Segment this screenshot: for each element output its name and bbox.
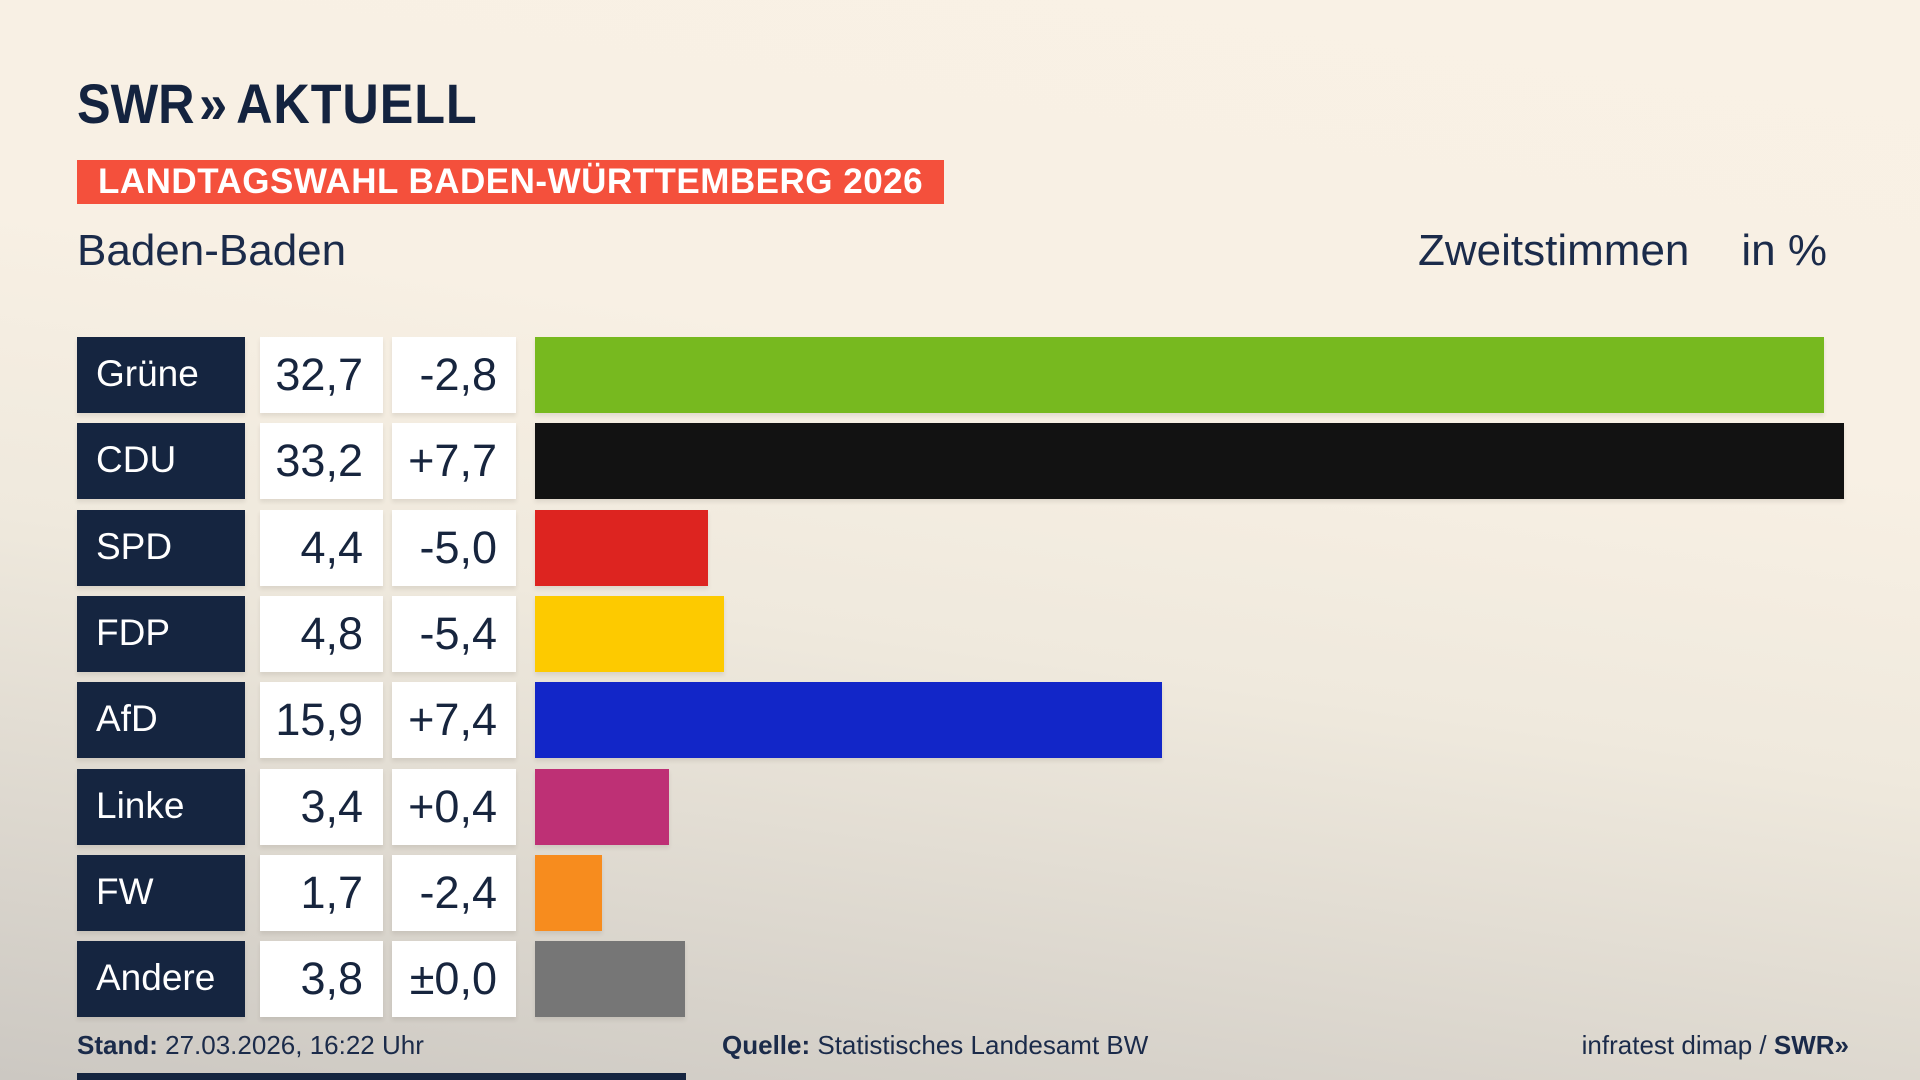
source-credit: Quelle: Statistisches Landesamt BW: [722, 1030, 1148, 1061]
quelle-label: Quelle:: [722, 1030, 811, 1060]
value-box: 4,8: [260, 596, 383, 672]
measure-title: Zweitstimmen in %: [1418, 226, 1827, 276]
value-box: 1,7: [260, 855, 383, 931]
result-bar: [535, 423, 1844, 499]
party-label: SPD: [77, 510, 245, 586]
change-box: +7,4: [392, 682, 516, 758]
logo-chevrons-icon: »: [199, 72, 227, 135]
swr-aktuell-logo: SWR» AKTUELL: [77, 76, 478, 132]
change-box: -5,4: [392, 596, 516, 672]
logo-swr-text: SWR: [77, 72, 195, 135]
bottom-edge-strip: [77, 1073, 686, 1080]
value-box: 3,4: [260, 769, 383, 845]
unit-label: in %: [1741, 226, 1827, 275]
change-box: -2,4: [392, 855, 516, 931]
change-box: -2,8: [392, 337, 516, 413]
stand-label: Stand:: [77, 1030, 158, 1060]
party-label: AfD: [77, 682, 245, 758]
party-label: Linke: [77, 769, 245, 845]
result-bar: [535, 769, 669, 845]
change-box: -5,0: [392, 510, 516, 586]
logo-aktuell-text: AKTUELL: [236, 72, 478, 135]
party-label: Andere: [77, 941, 245, 1017]
party-label: FDP: [77, 596, 245, 672]
credit-chevrons-icon: »: [1834, 1030, 1850, 1060]
change-box: +0,4: [392, 769, 516, 845]
result-bar: [535, 596, 724, 672]
result-bar: [535, 337, 1824, 413]
value-box: 33,2: [260, 423, 383, 499]
stand-value: 27.03.2026, 16:22 Uhr: [157, 1030, 424, 1060]
credit-text: infratest dimap /: [1581, 1030, 1774, 1060]
value-box: 3,8: [260, 941, 383, 1017]
value-box: 4,4: [260, 510, 383, 586]
result-bar: [535, 682, 1162, 758]
result-bar: [535, 941, 685, 1017]
credit-swr-logo: SWR»: [1773, 1030, 1850, 1060]
election-title-banner: LANDTAGSWAHL BADEN-WÜRTTEMBERG 2026: [77, 160, 945, 204]
party-label: Grüne: [77, 337, 245, 413]
agency-credit: infratest dimap / SWR»: [1581, 1030, 1850, 1061]
change-box: +7,7: [392, 423, 516, 499]
value-box: 15,9: [260, 682, 383, 758]
change-box: ±0,0: [392, 941, 516, 1017]
party-label: FW: [77, 855, 245, 931]
measure-label: Zweitstimmen: [1418, 226, 1690, 275]
quelle-value: Statistisches Landesamt BW: [810, 1030, 1149, 1060]
region-title: Baden-Baden: [77, 226, 347, 275]
status-timestamp: Stand: 27.03.2026, 16:22 Uhr: [77, 1030, 424, 1061]
party-label: CDU: [77, 423, 245, 499]
value-box: 32,7: [260, 337, 383, 413]
result-bar: [535, 855, 602, 931]
result-bar: [535, 510, 708, 586]
